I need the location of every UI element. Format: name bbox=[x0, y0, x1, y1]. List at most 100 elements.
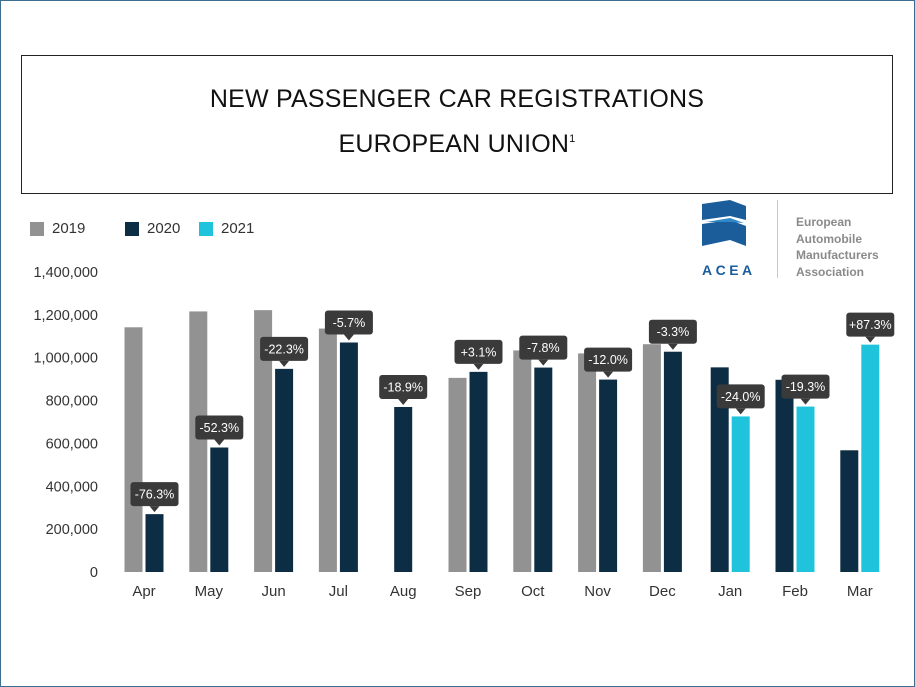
y-tick-label: 1,400,000 bbox=[33, 265, 98, 281]
title-box: NEW PASSENGER CAR REGISTRATIONS EUROPEAN… bbox=[21, 55, 893, 194]
change-label-box bbox=[454, 339, 503, 364]
change-label-sep: +3.1% bbox=[454, 339, 503, 370]
bar-2020-nov bbox=[599, 379, 618, 572]
change-label-apr: -76.3% bbox=[130, 482, 179, 513]
change-label-pointer bbox=[473, 363, 484, 370]
bar-2019-may bbox=[189, 311, 208, 572]
bar-2019-sep bbox=[448, 377, 467, 572]
change-label-text: +3.1% bbox=[461, 345, 497, 359]
y-tick-label: 400,000 bbox=[46, 479, 98, 495]
change-label-box bbox=[519, 335, 568, 360]
change-label-jun: -22.3% bbox=[260, 336, 309, 367]
bar-2020-may bbox=[210, 447, 229, 572]
bar-2021-feb bbox=[796, 406, 815, 572]
change-label-text: -24.0% bbox=[721, 390, 761, 404]
x-tick-label: May bbox=[195, 583, 224, 600]
logo-name-line: Association bbox=[796, 264, 865, 279]
y-tick-label: 1,000,000 bbox=[33, 351, 98, 367]
change-label-text: -3.3% bbox=[657, 325, 690, 339]
bars bbox=[124, 310, 880, 572]
chart-title-line1: NEW PASSENGER CAR REGISTRATIONS bbox=[209, 85, 705, 113]
logo-name: European Automobile Manufacturers Associ… bbox=[796, 214, 879, 280]
change-label-pointer bbox=[398, 399, 409, 405]
bar-2019-jun bbox=[254, 310, 273, 572]
change-label-pointer bbox=[667, 343, 678, 350]
logo-acronym: ACEA bbox=[702, 262, 756, 278]
legend-label-2019: 2019 bbox=[52, 220, 86, 237]
logo-divider bbox=[777, 200, 778, 278]
change-label-box bbox=[195, 415, 244, 440]
x-tick-label: Nov bbox=[584, 583, 611, 600]
y-axis: 0 200,000 400,000 600,000 800,000 1,000,000 1,… bbox=[33, 265, 98, 581]
logo-name-line: Automobile bbox=[796, 231, 862, 246]
change-label-text: -5.7% bbox=[333, 316, 366, 330]
bar-2019-dec bbox=[642, 344, 661, 572]
x-tick-label: Jan bbox=[718, 583, 742, 600]
x-tick-label: Mar bbox=[847, 583, 873, 600]
x-tick-label: Dec bbox=[649, 583, 676, 600]
y-tick-label: 200,000 bbox=[46, 522, 98, 538]
change-label-pointer bbox=[343, 334, 354, 341]
chart-title-line2-text: EUROPEAN UNION bbox=[338, 130, 570, 158]
change-label-box bbox=[324, 310, 373, 335]
x-tick-label: Jul bbox=[329, 583, 348, 600]
bar-2020-mar bbox=[840, 450, 859, 572]
y-tick-label: 0 bbox=[90, 565, 98, 581]
change-label-pointer bbox=[149, 506, 160, 513]
change-label-pointer bbox=[865, 336, 876, 343]
y-tick-label: 1,200,000 bbox=[33, 308, 98, 324]
change-label-text: -22.3% bbox=[264, 342, 304, 356]
x-axis: Apr May Jun Jul Aug Sep Oct Nov Dec Jan Feb Mar bbox=[132, 583, 872, 600]
change-label-box bbox=[716, 384, 765, 409]
y-tick-label: 600,000 bbox=[46, 436, 98, 452]
legend-swatch-2021 bbox=[199, 222, 213, 236]
footnote-mark: 1 bbox=[569, 133, 576, 145]
change-label-text: -7.8% bbox=[527, 341, 560, 355]
change-label-box bbox=[584, 347, 633, 372]
change-label-text: -76.3% bbox=[135, 488, 175, 502]
change-label-box bbox=[379, 375, 428, 399]
change-label-pointer bbox=[279, 360, 290, 367]
bar-2019-jul bbox=[318, 328, 337, 572]
bar-2020-apr bbox=[145, 514, 164, 572]
change-label-pointer bbox=[538, 359, 549, 366]
change-label-text: -18.9% bbox=[383, 381, 423, 395]
change-label-mar: +87.3% bbox=[846, 312, 895, 343]
change-label-jul: -5.7% bbox=[324, 310, 373, 341]
legend-swatch-2019 bbox=[30, 222, 44, 236]
bar-2020-aug bbox=[394, 407, 413, 572]
annotations: -76.3% -52.3% -22.3% -5.7% -18.9% +3.1% -7.8% -… bbox=[130, 310, 895, 513]
change-label-feb: -19.3% bbox=[781, 374, 830, 405]
x-tick-label: Oct bbox=[521, 583, 545, 600]
x-tick-label: Aug bbox=[390, 583, 417, 600]
bar-2020-dec bbox=[663, 351, 682, 572]
change-label-box bbox=[130, 482, 179, 507]
change-label-pointer bbox=[214, 439, 225, 446]
logo-name-line: Manufacturers bbox=[796, 248, 879, 262]
change-label-pointer bbox=[603, 371, 614, 378]
change-label-text: -12.0% bbox=[588, 353, 628, 367]
bar-2019-nov bbox=[578, 353, 597, 572]
y-tick-label: 800,000 bbox=[46, 394, 98, 410]
change-label-pointer bbox=[800, 398, 811, 405]
change-label-box bbox=[648, 319, 697, 344]
bar-2020-jul bbox=[339, 342, 358, 572]
change-label-text: -52.3% bbox=[199, 421, 239, 435]
logo-name-line: European bbox=[796, 215, 852, 229]
change-label-text: +87.3% bbox=[849, 318, 892, 332]
change-label-box bbox=[781, 374, 830, 399]
change-label-text: -19.3% bbox=[786, 380, 826, 394]
change-label-pointer bbox=[735, 408, 746, 415]
legend-label-2020: 2020 bbox=[147, 220, 181, 237]
change-label-nov: -12.0% bbox=[584, 347, 633, 378]
bar-2020-jun bbox=[275, 368, 294, 572]
change-label-box bbox=[260, 336, 309, 361]
change-label-oct: -7.8% bbox=[519, 335, 568, 366]
bar-2019-oct bbox=[513, 350, 532, 572]
chart-title-line2: EUROPEAN UNION1 bbox=[22, 130, 892, 159]
bar-2021-jan bbox=[731, 416, 750, 572]
x-tick-label: Sep bbox=[455, 583, 482, 600]
logo-mark-bottom bbox=[702, 220, 746, 246]
x-tick-label: Feb bbox=[782, 583, 808, 600]
